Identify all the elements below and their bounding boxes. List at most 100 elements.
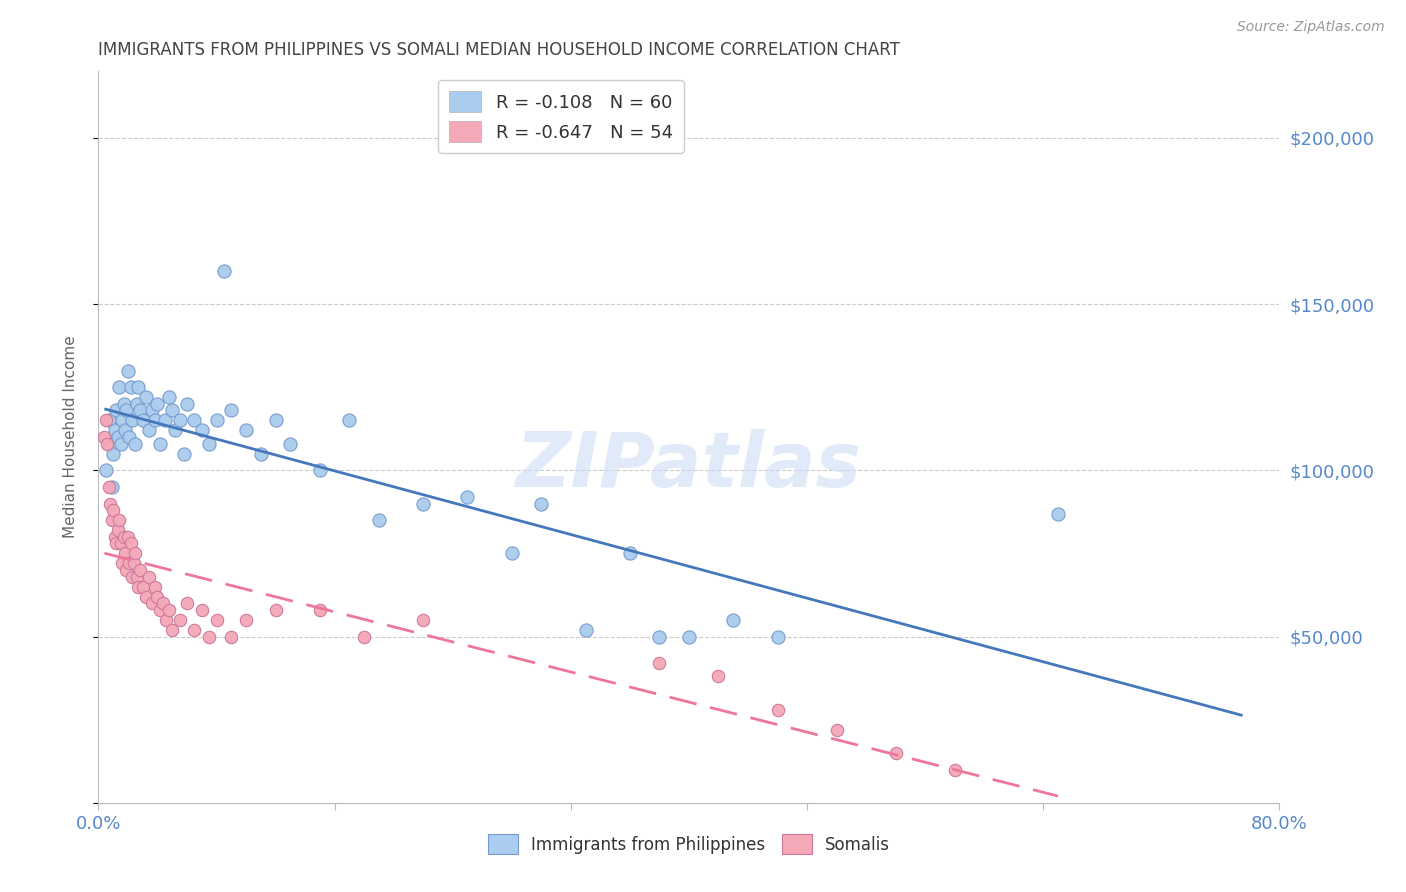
Point xyxy=(250,447,273,461)
Point xyxy=(221,630,243,644)
Point xyxy=(122,557,145,571)
Point xyxy=(104,424,127,438)
Point xyxy=(176,397,198,411)
Point xyxy=(212,264,235,278)
Point xyxy=(141,596,163,610)
Text: Source: ZipAtlas.com: Source: ZipAtlas.com xyxy=(1237,20,1385,34)
Point xyxy=(93,430,115,444)
Point xyxy=(105,403,128,417)
Point xyxy=(96,436,118,450)
Point xyxy=(1046,507,1070,521)
Point xyxy=(138,424,160,438)
Point xyxy=(884,746,907,760)
Point xyxy=(105,536,128,550)
Point xyxy=(127,580,149,594)
Point xyxy=(368,513,391,527)
Point xyxy=(707,669,730,683)
Point xyxy=(205,413,228,427)
Point xyxy=(353,630,375,644)
Point xyxy=(157,390,180,404)
Point xyxy=(264,603,287,617)
Point xyxy=(198,630,221,644)
Point xyxy=(103,447,125,461)
Point xyxy=(111,557,134,571)
Point xyxy=(124,546,146,560)
Legend: Immigrants from Philippines, Somalis: Immigrants from Philippines, Somalis xyxy=(481,828,897,860)
Point xyxy=(205,613,228,627)
Point xyxy=(530,497,553,511)
Point xyxy=(162,623,183,637)
Point xyxy=(825,723,848,737)
Point xyxy=(108,513,131,527)
Point xyxy=(723,613,745,627)
Point xyxy=(183,413,205,427)
Point xyxy=(127,380,149,394)
Point xyxy=(149,603,172,617)
Point xyxy=(132,413,155,427)
Point xyxy=(143,580,166,594)
Point xyxy=(173,447,195,461)
Point xyxy=(117,530,139,544)
Text: ZIPatlas: ZIPatlas xyxy=(516,429,862,503)
Point xyxy=(143,413,166,427)
Point xyxy=(135,390,157,404)
Point xyxy=(125,397,148,411)
Point xyxy=(97,480,120,494)
Point xyxy=(339,413,361,427)
Point xyxy=(107,523,129,537)
Point xyxy=(619,546,641,560)
Point xyxy=(169,413,191,427)
Point xyxy=(111,413,134,427)
Point xyxy=(501,546,523,560)
Point xyxy=(121,413,143,427)
Point xyxy=(165,424,187,438)
Point xyxy=(183,623,205,637)
Point xyxy=(107,430,129,444)
Point xyxy=(648,630,671,644)
Point xyxy=(124,436,146,450)
Point xyxy=(118,430,141,444)
Point xyxy=(100,480,122,494)
Point xyxy=(128,563,150,577)
Point xyxy=(125,570,148,584)
Point xyxy=(120,536,142,550)
Point xyxy=(115,403,138,417)
Point xyxy=(309,463,332,477)
Point xyxy=(221,403,243,417)
Point xyxy=(114,546,136,560)
Point xyxy=(146,397,169,411)
Text: IMMIGRANTS FROM PHILIPPINES VS SOMALI MEDIAN HOUSEHOLD INCOME CORRELATION CHART: IMMIGRANTS FROM PHILIPPINES VS SOMALI ME… xyxy=(98,41,900,59)
Point xyxy=(117,363,139,377)
Point xyxy=(110,436,132,450)
Point xyxy=(98,497,121,511)
Point xyxy=(309,603,332,617)
Point xyxy=(575,623,598,637)
Point xyxy=(132,580,155,594)
Point xyxy=(108,380,131,394)
Point xyxy=(97,413,120,427)
Point xyxy=(121,570,143,584)
Point xyxy=(648,656,671,670)
Point xyxy=(104,530,127,544)
Point xyxy=(135,590,157,604)
Point xyxy=(766,703,789,717)
Point xyxy=(280,436,302,450)
Point xyxy=(412,613,434,627)
Point xyxy=(157,603,180,617)
Point xyxy=(146,590,169,604)
Point xyxy=(100,513,122,527)
Point xyxy=(112,397,135,411)
Point xyxy=(198,436,221,450)
Point xyxy=(138,570,160,584)
Point xyxy=(94,463,117,477)
Point xyxy=(98,436,121,450)
Point xyxy=(943,763,966,777)
Point xyxy=(115,563,138,577)
Point xyxy=(155,613,177,627)
Y-axis label: Median Household Income: Median Household Income xyxy=(63,335,77,539)
Point xyxy=(110,536,132,550)
Point xyxy=(114,424,136,438)
Point xyxy=(120,380,142,394)
Point xyxy=(169,613,191,627)
Point xyxy=(141,403,163,417)
